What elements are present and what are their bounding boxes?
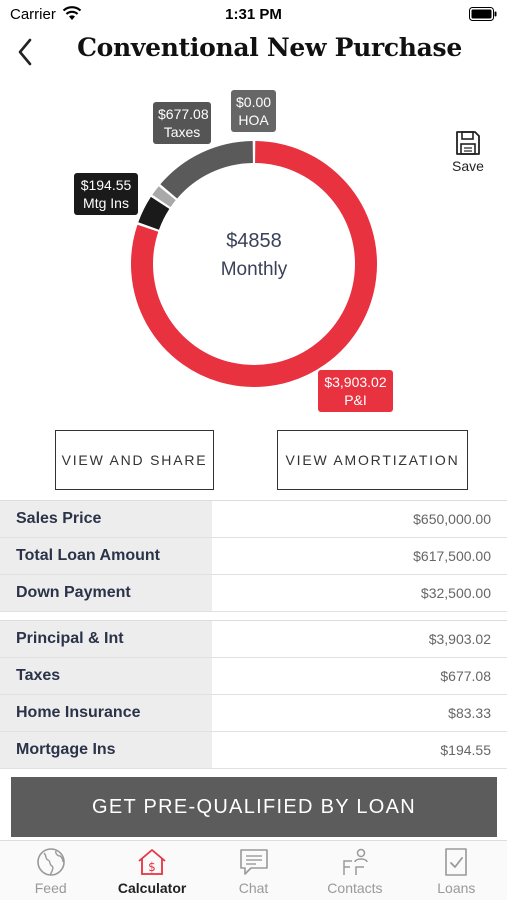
carrier-label: Carrier xyxy=(10,6,56,23)
tab-label: Contacts xyxy=(327,880,383,896)
row-value: $617,500.00 xyxy=(413,548,491,564)
chat-icon xyxy=(239,849,268,875)
table-row: Principal & Int $3,903.02 xyxy=(0,621,507,658)
row-label: Sales Price xyxy=(0,501,212,537)
row-label: Mortgage Ins xyxy=(0,732,212,768)
taxes-callout-label: Taxes xyxy=(163,124,201,140)
svg-text:$: $ xyxy=(148,860,156,874)
chevron-left-icon xyxy=(18,38,32,66)
tab-feed[interactable]: Feed xyxy=(0,841,101,900)
donut-center: $4858 Monthly xyxy=(154,230,354,281)
table-row: Total Loan Amount $617,500.00 xyxy=(0,538,507,575)
pi-callout-label: P&I xyxy=(344,392,367,408)
tab-contacts[interactable]: Contacts xyxy=(304,841,405,900)
row-value: $650,000.00 xyxy=(413,511,491,527)
tab-label: Loans xyxy=(437,880,476,896)
status-bar: Carrier 1:31 PM xyxy=(0,0,507,30)
loans-icon xyxy=(445,848,468,876)
taxes-callout: $677.08 Taxes xyxy=(153,102,211,144)
donut-segment-taxes xyxy=(160,141,254,199)
monthly-total: $4858 xyxy=(226,230,282,252)
battery-icon xyxy=(469,7,497,21)
view-and-share-button[interactable]: VIEW AND SHARE xyxy=(55,430,214,490)
row-value: $32,500.00 xyxy=(420,585,491,601)
row-label: Total Loan Amount xyxy=(0,538,212,574)
view-amortization-button[interactable]: VIEW AMORTIZATION xyxy=(277,430,468,490)
donut-segment-mtg-ins xyxy=(138,196,170,231)
table-row: Sales Price $650,000.00 xyxy=(0,501,507,538)
back-button[interactable] xyxy=(10,34,40,70)
page-title: Conventional New Purchase xyxy=(77,33,462,62)
row-value: $83.33 xyxy=(448,705,491,721)
globe-icon xyxy=(36,848,65,876)
tab-calculator[interactable]: $ Calculator xyxy=(101,841,202,900)
hoa-callout: $0.00 HOA xyxy=(231,90,276,132)
pi-callout: $3,903.02 P&I xyxy=(318,370,393,412)
tab-label: Calculator xyxy=(117,880,187,896)
hoa-callout-value: $0.00 xyxy=(236,94,272,110)
tab-chat[interactable]: Chat xyxy=(203,841,304,900)
row-value: $677.08 xyxy=(440,668,491,684)
contacts-icon xyxy=(343,848,368,875)
table-row: Mortgage Ins $194.55 xyxy=(0,732,507,769)
calculator-house-icon: $ xyxy=(138,849,166,875)
tab-label: Feed xyxy=(34,880,67,896)
get-pre-qualified-button[interactable]: GET PRE-QUALIFIED BY LOAN xyxy=(11,777,497,837)
save-icon xyxy=(456,131,480,155)
clock: 1:31 PM xyxy=(225,6,282,23)
loan-summary-table: Sales Price $650,000.00 Total Loan Amoun… xyxy=(0,500,507,612)
tab-label: Chat xyxy=(238,880,269,896)
pi-callout-value: $3,903.02 xyxy=(324,374,387,390)
row-label: Principal & Int xyxy=(0,621,212,657)
save-button[interactable]: Save xyxy=(446,130,490,182)
row-label: Taxes xyxy=(0,658,212,694)
donut-segment-pi xyxy=(131,141,377,387)
tab-bar: Feed $ Calculator Chat Contacts xyxy=(0,840,507,900)
table-row: Down Payment $32,500.00 xyxy=(0,575,507,612)
row-label: Down Payment xyxy=(0,575,212,611)
mtg-ins-callout: $194.55 Mtg Ins xyxy=(74,173,138,215)
save-label: Save xyxy=(452,158,484,174)
table-row: Taxes $677.08 xyxy=(0,658,507,695)
hoa-callout-label: HOA xyxy=(238,112,269,128)
table-row: Home Insurance $83.33 xyxy=(0,695,507,732)
mtg-ins-callout-value: $194.55 xyxy=(80,177,132,193)
monthly-breakdown-table: Principal & Int $3,903.02 Taxes $677.08 … xyxy=(0,620,507,769)
row-value: $194.55 xyxy=(440,742,491,758)
taxes-callout-value: $677.08 xyxy=(158,106,209,122)
row-label: Home Insurance xyxy=(0,695,212,731)
mtg-ins-callout-label: Mtg Ins xyxy=(83,195,129,211)
tab-loans[interactable]: Loans xyxy=(406,841,507,900)
wifi-icon xyxy=(62,6,82,20)
monthly-label: Monthly xyxy=(220,259,288,280)
payment-donut-chart xyxy=(131,141,377,387)
row-value: $3,903.02 xyxy=(428,631,491,647)
donut-segment-insurance xyxy=(152,186,176,208)
